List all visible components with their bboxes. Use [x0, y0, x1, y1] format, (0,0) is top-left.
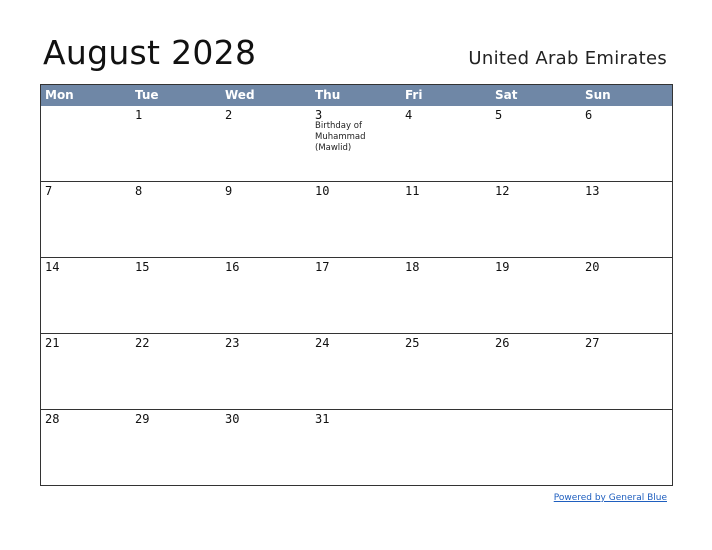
calendar-title: August 2028 [43, 33, 257, 72]
day-number: 20 [585, 260, 600, 274]
day-cell: 18 [401, 258, 491, 333]
day-number: 19 [495, 260, 510, 274]
day-cell: 25 [401, 334, 491, 409]
day-cell: 1 [131, 106, 221, 181]
day-number: 26 [495, 336, 510, 350]
day-number: 16 [225, 260, 240, 274]
day-cell: 3 Birthday of Muhammad (Mawlid) [311, 106, 401, 181]
day-number: 9 [225, 184, 233, 198]
holiday-label: Birthday of Muhammad (Mawlid) [315, 121, 366, 153]
day-cell: 28 [41, 410, 131, 485]
day-number: 17 [315, 260, 330, 274]
day-number: 2 [225, 108, 233, 122]
weekday-sat: Sat [495, 88, 518, 102]
weekday-header: Mon Tue Wed Thu Fri Sat Sun [41, 85, 672, 106]
day-cell: 4 [401, 106, 491, 181]
day-cell [41, 106, 131, 181]
weekday-fri: Fri [405, 88, 423, 102]
day-cell: 21 [41, 334, 131, 409]
day-cell: 30 [221, 410, 311, 485]
day-cell: 11 [401, 182, 491, 257]
day-cell [581, 410, 671, 485]
day-number: 31 [315, 412, 330, 426]
calendar-grid: Mon Tue Wed Thu Fri Sat Sun 1 2 3 Birthda… [40, 84, 673, 486]
day-cell: 12 [491, 182, 581, 257]
day-cell: 2 [221, 106, 311, 181]
day-cell: 22 [131, 334, 221, 409]
weekday-wed: Wed [225, 88, 255, 102]
day-number: 13 [585, 184, 600, 198]
day-cell: 13 [581, 182, 671, 257]
weekday-thu: Thu [315, 88, 341, 102]
day-cell: 17 [311, 258, 401, 333]
day-number: 25 [405, 336, 420, 350]
day-cell: 10 [311, 182, 401, 257]
weekday-sun: Sun [585, 88, 611, 102]
day-cell: 24 [311, 334, 401, 409]
day-cell: 29 [131, 410, 221, 485]
day-cell: 23 [221, 334, 311, 409]
day-number: 18 [405, 260, 420, 274]
day-number: 4 [405, 108, 413, 122]
day-number: 15 [135, 260, 150, 274]
day-cell: 8 [131, 182, 221, 257]
day-number: 14 [45, 260, 60, 274]
day-cell: 9 [221, 182, 311, 257]
day-number: 8 [135, 184, 143, 198]
day-number: 12 [495, 184, 510, 198]
day-cell [401, 410, 491, 485]
day-cell: 20 [581, 258, 671, 333]
weekday-tue: Tue [135, 88, 159, 102]
week-row-3: 14 15 16 17 18 19 20 [41, 257, 672, 333]
day-cell [491, 410, 581, 485]
day-cell: 14 [41, 258, 131, 333]
day-number: 11 [405, 184, 420, 198]
day-cell: 31 [311, 410, 401, 485]
week-row-1: 1 2 3 Birthday of Muhammad (Mawlid) 4 5 6 [41, 106, 672, 181]
day-number: 27 [585, 336, 600, 350]
country-label: United Arab Emirates [468, 48, 667, 69]
day-number: 21 [45, 336, 60, 350]
day-cell: 5 [491, 106, 581, 181]
weekday-mon: Mon [45, 88, 74, 102]
day-cell: 6 [581, 106, 671, 181]
day-number: 7 [45, 184, 53, 198]
week-row-2: 7 8 9 10 11 12 13 [41, 181, 672, 257]
day-number: 5 [495, 108, 503, 122]
week-row-5: 28 29 30 31 [41, 409, 672, 485]
day-cell: 15 [131, 258, 221, 333]
day-cell: 26 [491, 334, 581, 409]
day-number: 29 [135, 412, 150, 426]
day-cell: 19 [491, 258, 581, 333]
day-number: 10 [315, 184, 330, 198]
powered-by-link[interactable]: Powered by General Blue [553, 493, 667, 503]
week-row-4: 21 22 23 24 25 26 27 [41, 333, 672, 409]
day-cell: 27 [581, 334, 671, 409]
day-number: 30 [225, 412, 240, 426]
day-number: 3 [315, 108, 323, 122]
day-cell: 16 [221, 258, 311, 333]
day-cell: 7 [41, 182, 131, 257]
day-number: 6 [585, 108, 593, 122]
day-number: 28 [45, 412, 60, 426]
day-number: 22 [135, 336, 150, 350]
day-number: 24 [315, 336, 330, 350]
day-number: 1 [135, 108, 143, 122]
day-number: 23 [225, 336, 240, 350]
